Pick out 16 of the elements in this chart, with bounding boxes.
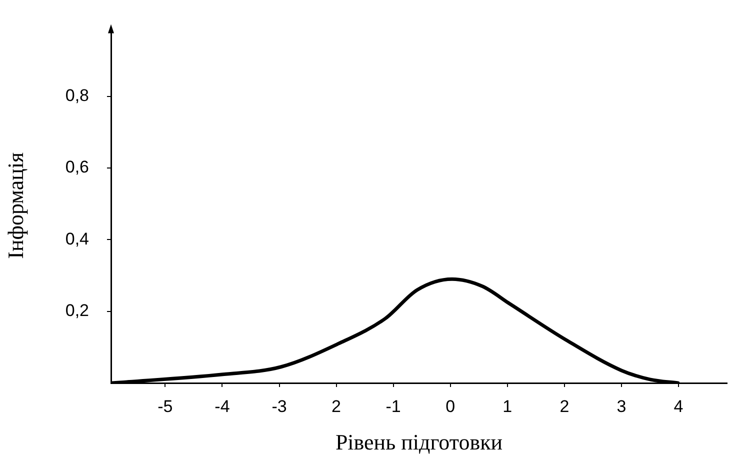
x-tick-label: 2 bbox=[332, 396, 342, 416]
y-axis-title: Інформація bbox=[2, 152, 28, 259]
x-tick-label: -1 bbox=[386, 396, 401, 416]
x-tick-label: 0 bbox=[446, 396, 456, 416]
x-tick-label: -3 bbox=[272, 396, 287, 416]
x-tick-label: -4 bbox=[214, 396, 230, 416]
y-tick-label: 0,6 bbox=[65, 158, 89, 177]
x-tick-label: 1 bbox=[502, 396, 512, 416]
y-tick-label: 0,8 bbox=[65, 86, 89, 105]
y-tick-label: 0,2 bbox=[65, 301, 89, 320]
y-tick-label: 0,4 bbox=[65, 229, 89, 248]
x-tick-label: 4 bbox=[674, 396, 684, 416]
x-axis-title: Рівень підготовки bbox=[335, 430, 503, 455]
x-tick-label: -5 bbox=[158, 396, 173, 416]
x-tick-label: 3 bbox=[616, 396, 626, 416]
x-tick-label: 2 bbox=[560, 396, 570, 416]
